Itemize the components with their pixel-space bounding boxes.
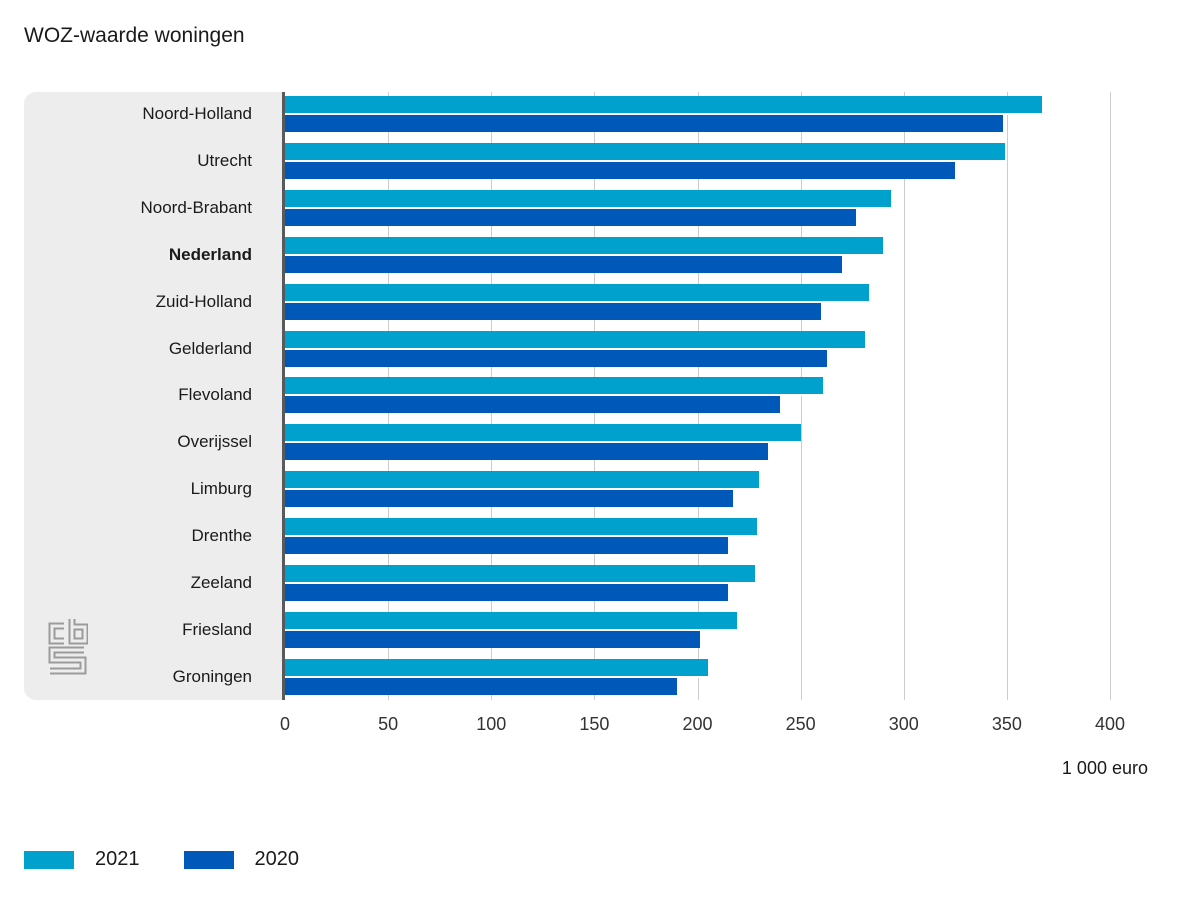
gridline: [1006, 92, 1008, 700]
legend-item-2020[interactable]: 2020: [183, 848, 300, 871]
bar-2020[interactable]: [285, 302, 822, 320]
axis-tick-label: 0: [279, 714, 291, 734]
category-label: Utrecht: [197, 150, 252, 170]
bar-group: [285, 330, 865, 367]
bar-2021[interactable]: [285, 518, 758, 538]
legend-swatch-2020: [183, 850, 234, 869]
gridline: [903, 92, 905, 700]
category-label: Drenthe: [191, 526, 252, 546]
chart-page: WOZ-waarde woningen Noord: [24, 24, 1176, 871]
axis-tick-label: 50: [378, 714, 399, 734]
category-label: Overijssel: [177, 432, 252, 452]
category-label-panel: Noord-Holland Utrecht Noord-Brabant Nederla…: [24, 92, 282, 700]
axis-unit-label: 1 000 euro: [1061, 758, 1148, 778]
legend-swatch-2021: [24, 850, 74, 869]
axis-tick-label: 150: [579, 714, 610, 734]
bar-2020[interactable]: [285, 349, 828, 367]
bar-2021[interactable]: [285, 658, 708, 678]
axis-spacer: [24, 700, 285, 796]
bar-2020[interactable]: [285, 396, 780, 414]
cbs-logo: [46, 613, 89, 680]
bar-2020[interactable]: [285, 255, 842, 273]
bar-group: [285, 142, 1005, 179]
bar-group: [285, 377, 824, 414]
cbs-logo-glyph: [48, 619, 89, 675]
bar-2021[interactable]: [285, 611, 737, 631]
chart-body: Noord-Holland Utrecht Noord-Brabant Nederla…: [24, 92, 1176, 700]
x-axis: 1 000 euro 0 50 100 150 200 250 300 350 400: [24, 700, 1176, 796]
bar-2020[interactable]: [285, 677, 677, 695]
bar-2020[interactable]: [285, 584, 729, 601]
category-label: Flevoland: [178, 385, 252, 405]
axis-tick-label: 300: [888, 714, 919, 734]
bar-2021[interactable]: [285, 565, 756, 584]
bar-2020[interactable]: [285, 208, 857, 226]
bar-2021[interactable]: [285, 189, 892, 209]
bar-2021[interactable]: [285, 377, 824, 397]
bar-group: [285, 565, 756, 601]
page-title: WOZ-waarde woningen: [24, 24, 245, 47]
category-label: Zeeland: [190, 573, 252, 592]
axis-tick-label: 250: [785, 714, 816, 734]
bar-group: [285, 236, 884, 273]
legend: 2021 2020: [24, 848, 1176, 871]
gridline: [1110, 92, 1111, 700]
bar-group: [285, 658, 708, 695]
bar-group: [285, 424, 801, 461]
legend-label: 2020: [254, 848, 300, 870]
category-label: Noord-Holland: [142, 104, 252, 123]
bar-group: [285, 611, 737, 648]
bar-2021[interactable]: [285, 142, 1005, 162]
bar-2021[interactable]: [285, 424, 801, 444]
bar-group: [285, 518, 758, 555]
bar-2020[interactable]: [285, 443, 768, 461]
bar-2020[interactable]: [285, 490, 733, 508]
legend-item-2021[interactable]: 2021: [24, 848, 140, 871]
axis-tick-label: 200: [682, 714, 713, 734]
axis-tick-label: 400: [1094, 714, 1126, 734]
bar-2021[interactable]: [285, 236, 884, 256]
category-label: Friesland: [182, 619, 252, 639]
bar-2020[interactable]: [285, 537, 729, 555]
bar-group: [285, 283, 869, 320]
category-label: Zuid-Holland: [155, 291, 252, 311]
bar-2021[interactable]: [285, 330, 865, 350]
category-label: Noord-Brabant: [140, 197, 252, 217]
bar-group: [285, 471, 760, 508]
category-label: Limburg: [190, 479, 252, 499]
bar-group: [285, 189, 892, 226]
bar-2020[interactable]: [285, 161, 956, 179]
bar-2020[interactable]: [285, 115, 1003, 132]
legend-label: 2021: [95, 848, 140, 870]
plot-area: [282, 92, 1148, 700]
category-label: Gelderland: [168, 338, 252, 358]
category-label: Nederland: [168, 244, 252, 264]
bar-2021[interactable]: [285, 471, 760, 491]
axis-tick-label: 350: [991, 714, 1022, 734]
bar-2020[interactable]: [285, 630, 700, 648]
axis-tick-label: 100: [476, 714, 507, 734]
category-label: Groningen: [172, 666, 252, 686]
bar-2021[interactable]: [285, 96, 1042, 115]
bar-2021[interactable]: [285, 283, 869, 303]
bar-group: [285, 96, 1042, 132]
axis-label-area: 1 000 euro 0 50 100 150 200 250 300 350 400: [280, 700, 1148, 796]
